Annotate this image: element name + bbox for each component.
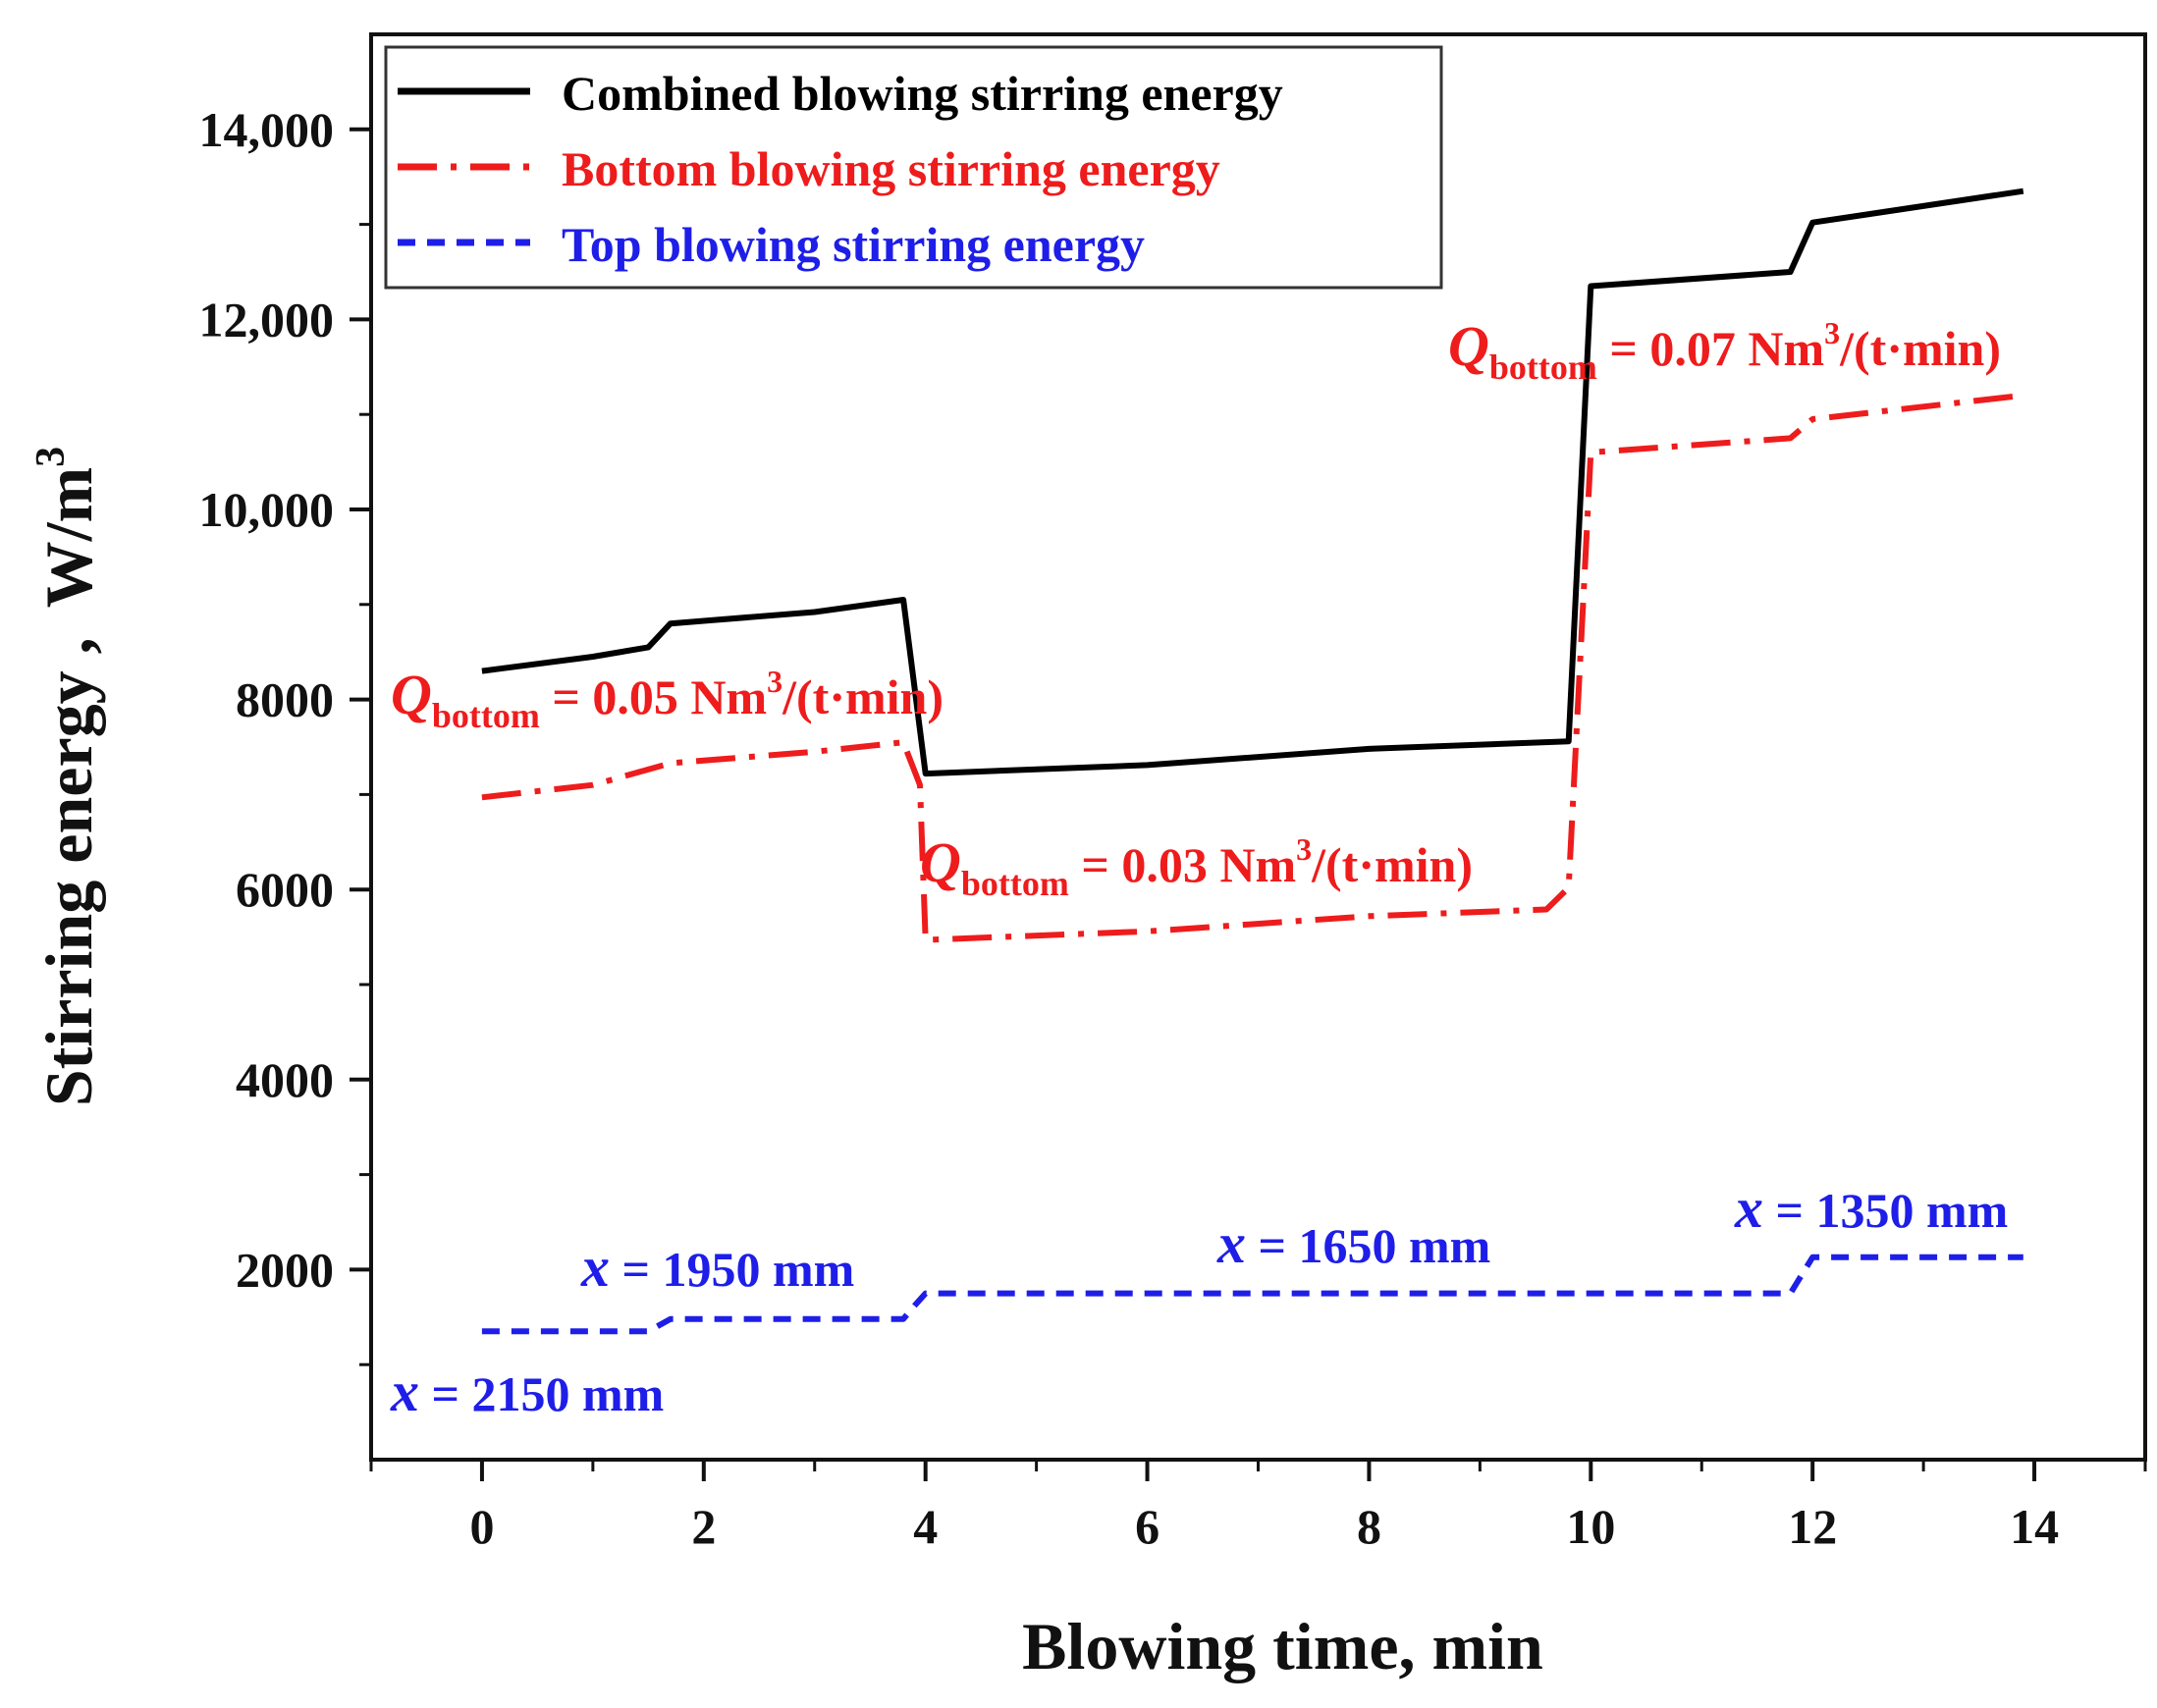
y-tick-label: 8000 (236, 672, 334, 727)
x-tick-label: 4 (913, 1499, 938, 1554)
x-tick-label: 6 (1135, 1499, 1159, 1554)
annotation-sub: bottom (961, 864, 1069, 903)
annotations: Qbottom = 0.05 Nm3/(t·min)Qbottom = 0.03… (390, 314, 2008, 1423)
annotation-text: = 1350 mm (1763, 1183, 2008, 1238)
annotation-suffix: /(t·min) (782, 669, 944, 724)
annotation-sup: 3 (1824, 315, 1840, 350)
annotation-sub: bottom (1489, 347, 1597, 387)
annotation-sup: 3 (1296, 831, 1312, 867)
x-tick-label: 14 (2010, 1499, 2059, 1554)
annotation-x1950: x = 1950 mm (580, 1235, 854, 1299)
y-tick-label: 14,000 (199, 102, 335, 157)
y-axis-title: Stirring energy , W/m3 (28, 447, 106, 1106)
series-line-1 (481, 392, 2024, 943)
x-tick-label: 8 (1357, 1499, 1381, 1554)
annotation-x2150: x = 2150 mm (390, 1360, 664, 1423)
y-tick-label: 12,000 (199, 292, 335, 347)
annotation-q007: Qbottom = 0.07 Nm3/(t·min) (1448, 314, 2001, 387)
y-axis-title-unit-sup: 3 (28, 447, 74, 467)
legend-label-1: Bottom blowing stirring energy (562, 141, 1220, 196)
annotation-var: x (1734, 1176, 1763, 1240)
series-line-2 (481, 1254, 2023, 1335)
annotation-text: = 0.05 Nm (540, 669, 767, 724)
y-axis-title-unit: W/m (31, 467, 106, 609)
annotation-sup: 3 (767, 664, 782, 699)
annotation-text: = 1650 mm (1246, 1218, 1490, 1273)
annotation-q003: Qbottom = 0.03 Nm3/(t·min) (920, 830, 1473, 903)
annotation-x1350: x = 1350 mm (1734, 1176, 2008, 1240)
annotation-suffix: /(t·min) (1311, 837, 1473, 892)
x-tick-label: 10 (1566, 1499, 1615, 1554)
legend-label-2: Top blowing stirring energy (562, 217, 1145, 272)
annotation-var: Q (1448, 314, 1489, 378)
annotation-var: x (580, 1235, 610, 1299)
annotation-var: x (1216, 1211, 1246, 1275)
x-tick-label: 12 (1788, 1499, 1837, 1554)
annotation-text: = 1950 mm (610, 1242, 854, 1297)
legend: Combined blowing stirring energy Bottom b… (384, 45, 1443, 290)
annotation-text: = 0.07 Nm (1597, 321, 1824, 376)
legend-label-0: Combined blowing stirring energy (562, 66, 1283, 121)
y-tick-label: 2000 (236, 1242, 334, 1297)
legend-box (384, 45, 1443, 290)
axes: 0 2 4 6 8 10 12 14 2000 4000 6000 8000 10,000 12,000 1… (199, 32, 2147, 1554)
x-axis-title: Blowing time, min (1022, 1609, 1543, 1683)
annotation-var: x (390, 1360, 419, 1423)
y-tick-label: 6000 (236, 862, 334, 917)
annotation-var: Q (920, 830, 961, 894)
y-tick-label: 10,000 (199, 482, 335, 537)
annotation-var: Q (391, 663, 432, 726)
y-tick-label: 4000 (236, 1052, 334, 1107)
y-axis-title-text: Stirring energy , (31, 637, 106, 1106)
x-tick-label: 2 (691, 1499, 716, 1554)
annotation-suffix: /(t·min) (1839, 321, 2001, 376)
annotation-text: = 0.03 Nm (1069, 837, 1296, 892)
plot-series (481, 187, 2024, 1335)
annotation-text: = 2150 mm (419, 1366, 664, 1421)
x-tick-label: 0 (469, 1499, 494, 1554)
annotation-q005: Qbottom = 0.05 Nm3/(t·min) (391, 663, 944, 735)
annotation-x1650: x = 1650 mm (1216, 1211, 1490, 1275)
annotation-sub: bottom (432, 696, 540, 735)
series-line-0 (481, 187, 2024, 777)
